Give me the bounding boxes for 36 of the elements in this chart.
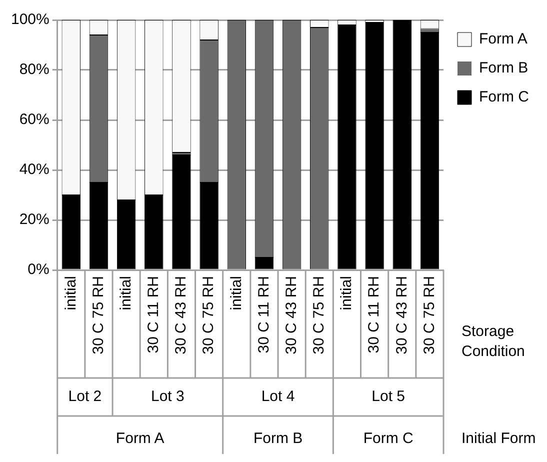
legend-label: Form B bbox=[479, 60, 528, 77]
y-tick-label: 80% bbox=[19, 61, 50, 78]
x-tick-label: 30 C 11 RH bbox=[366, 276, 383, 354]
text: Initial Form bbox=[462, 430, 536, 448]
bar bbox=[365, 22, 384, 270]
x-tick-label: initial bbox=[338, 276, 356, 310]
x-tick-label: 30 C 75 RH bbox=[310, 276, 328, 354]
x-tick-label: 30 C 75 RH bbox=[90, 276, 107, 354]
bar bbox=[172, 155, 191, 270]
text: Form A bbox=[116, 430, 164, 448]
x-tick-label: 30 C 11 RH bbox=[255, 276, 272, 354]
y-tick-label: 100% bbox=[10, 11, 50, 28]
x-tick-label: initial bbox=[117, 276, 134, 310]
text: Storage Condition bbox=[462, 323, 525, 360]
y-tick-label: 0% bbox=[28, 261, 50, 278]
x-tick-label: 30 C 43 RH bbox=[393, 276, 410, 354]
text: Form B bbox=[253, 430, 303, 448]
x-tick-label: 30 C 43 RH bbox=[172, 276, 190, 354]
x-tick-label: 30 C 11 RH bbox=[145, 276, 162, 354]
text: Form C bbox=[363, 430, 414, 448]
legend-label: Form C bbox=[479, 88, 530, 106]
x-tick-label: 30 C 75 RH bbox=[420, 276, 438, 354]
text: Lot 2 bbox=[68, 388, 102, 406]
y-tick-label: 20% bbox=[19, 211, 50, 228]
text: Lot 4 bbox=[261, 388, 295, 406]
text: Lot 3 bbox=[151, 388, 184, 406]
bar bbox=[420, 32, 440, 270]
y-tick-label: 60% bbox=[19, 111, 50, 128]
x-tick-label: 30 C 43 RH bbox=[282, 276, 300, 354]
text: Lot 5 bbox=[372, 388, 406, 406]
y-tick-label: 40% bbox=[19, 161, 50, 178]
bar bbox=[392, 20, 412, 270]
legend-label: Form A bbox=[479, 30, 528, 48]
x-tick-label: 30 C 75 RH bbox=[200, 276, 218, 354]
x-tick-label: initial bbox=[228, 276, 245, 310]
x-tick-label: initial bbox=[62, 276, 80, 310]
